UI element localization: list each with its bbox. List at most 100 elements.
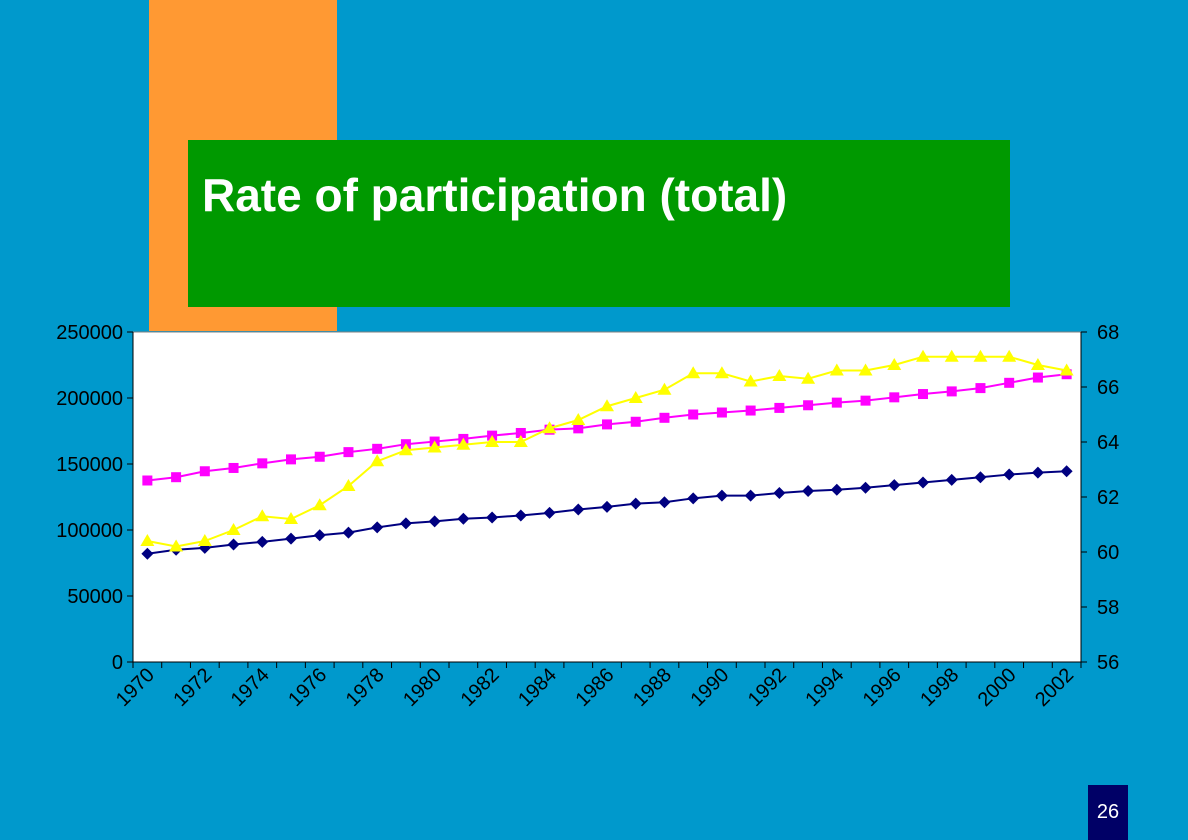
- data-point-diamond: [715, 489, 728, 502]
- x-axis-tick-label: 2002: [1031, 664, 1078, 711]
- data-point-triangle: [169, 539, 184, 552]
- data-point-triangle: [226, 523, 241, 535]
- data-point-triangle: [772, 369, 787, 381]
- plot-area: [132, 331, 1082, 663]
- data-point-diamond: [371, 521, 384, 534]
- data-point-diamond: [802, 485, 815, 498]
- data-point-diamond: [313, 529, 326, 542]
- data-point-triangle: [312, 498, 327, 511]
- data-point-diamond: [428, 515, 441, 528]
- data-point-diamond: [830, 483, 843, 496]
- data-point-triangle: [858, 363, 873, 376]
- data-point-square: [1032, 372, 1043, 383]
- data-point-diamond: [744, 489, 757, 502]
- x-axis-tick-label: 1996: [859, 664, 906, 711]
- right-axis-tick-label: 58: [1097, 597, 1119, 619]
- data-point-square: [228, 462, 239, 473]
- data-point-triangle: [571, 413, 586, 425]
- data-point-square: [716, 407, 727, 418]
- x-axis-tick-label: 2000: [974, 664, 1021, 711]
- data-point-triangle: [973, 349, 988, 362]
- data-point-diamond: [543, 506, 556, 519]
- data-point-triangle: [887, 358, 902, 370]
- x-axis-tick-label: 1988: [629, 664, 676, 711]
- data-point-square: [831, 397, 842, 408]
- data-point-square: [372, 443, 383, 454]
- data-point-diamond: [773, 487, 786, 500]
- data-point-triangle: [714, 366, 729, 379]
- data-point-diamond: [859, 481, 872, 494]
- data-point-triangle: [370, 454, 385, 467]
- data-point-triangle: [1059, 363, 1074, 376]
- data-point-triangle: [140, 534, 155, 546]
- data-point-triangle: [686, 366, 701, 379]
- right-axis-tick-label: 60: [1097, 542, 1119, 564]
- data-point-triangle: [1030, 358, 1045, 370]
- data-point-diamond: [629, 497, 642, 510]
- x-axis-tick-label: 1974: [227, 664, 274, 711]
- data-point-triangle: [542, 421, 557, 434]
- left-axis-tick-label: 250000: [56, 322, 123, 344]
- data-point-diamond: [888, 479, 901, 492]
- x-axis-tick-label: 1986: [572, 664, 619, 711]
- x-axis-tick-label: 1992: [744, 664, 791, 711]
- data-point-diamond: [1060, 465, 1073, 478]
- x-axis-tick-label: 1980: [399, 664, 446, 711]
- data-point-square: [803, 400, 814, 411]
- data-point-triangle: [628, 391, 643, 403]
- data-point-triangle: [944, 349, 959, 362]
- data-point-square: [889, 392, 900, 403]
- x-axis-tick-label: 1976: [284, 664, 331, 711]
- x-axis-tick-label: 1972: [169, 664, 216, 711]
- data-point-diamond: [256, 535, 269, 548]
- data-point-diamond: [974, 471, 987, 484]
- data-point-square: [314, 451, 325, 462]
- data-point-triangle: [657, 382, 672, 395]
- data-point-diamond: [399, 517, 412, 530]
- data-point-diamond: [687, 492, 700, 505]
- x-axis-tick-label: 1998: [916, 664, 963, 711]
- data-point-diamond: [342, 526, 355, 539]
- x-axis-tick-label: 1978: [342, 664, 389, 711]
- data-point-diamond: [572, 503, 585, 516]
- data-point-square: [860, 395, 871, 406]
- data-point-diamond: [285, 532, 297, 545]
- page-number-badge: 26: [1088, 785, 1128, 840]
- data-point-diamond: [514, 509, 527, 522]
- data-point-square: [142, 475, 153, 486]
- data-point-square: [918, 389, 928, 400]
- data-point-diamond: [917, 476, 929, 489]
- data-point-triangle: [398, 443, 413, 456]
- x-axis-tick-label: 1994: [801, 664, 848, 711]
- data-point-diamond: [1003, 468, 1016, 481]
- data-point-triangle: [427, 440, 442, 453]
- title-box: Rate of participation (total): [188, 140, 1010, 307]
- left-axis-tick-label: 150000: [56, 454, 123, 476]
- data-point-triangle: [600, 399, 614, 412]
- data-point-triangle: [197, 534, 212, 546]
- data-point-square: [1004, 377, 1015, 388]
- data-point-diamond: [658, 496, 671, 509]
- data-point-diamond: [457, 512, 470, 525]
- data-point-square: [343, 447, 354, 458]
- data-point-square: [573, 423, 584, 434]
- right-axis-tick-label: 66: [1097, 377, 1119, 399]
- left-axis-tick-label: 100000: [56, 520, 123, 542]
- left-axis-tick-label: 200000: [56, 388, 123, 410]
- data-point-diamond: [141, 547, 154, 560]
- data-point-square: [659, 412, 670, 423]
- data-point-triangle: [829, 363, 844, 376]
- data-point-triangle: [341, 479, 356, 491]
- data-point-triangle: [485, 435, 500, 447]
- data-point-triangle: [743, 374, 758, 387]
- data-point-triangle: [801, 371, 816, 384]
- x-axis-tick-label: 1982: [457, 664, 504, 711]
- right-axis-tick-label: 56: [1097, 652, 1119, 674]
- data-point-diamond: [601, 500, 613, 513]
- data-point-square: [602, 419, 612, 430]
- data-point-triangle: [513, 435, 528, 447]
- data-point-square: [946, 386, 957, 397]
- data-point-square: [688, 409, 699, 420]
- left-axis-tick-label: 0: [112, 652, 123, 674]
